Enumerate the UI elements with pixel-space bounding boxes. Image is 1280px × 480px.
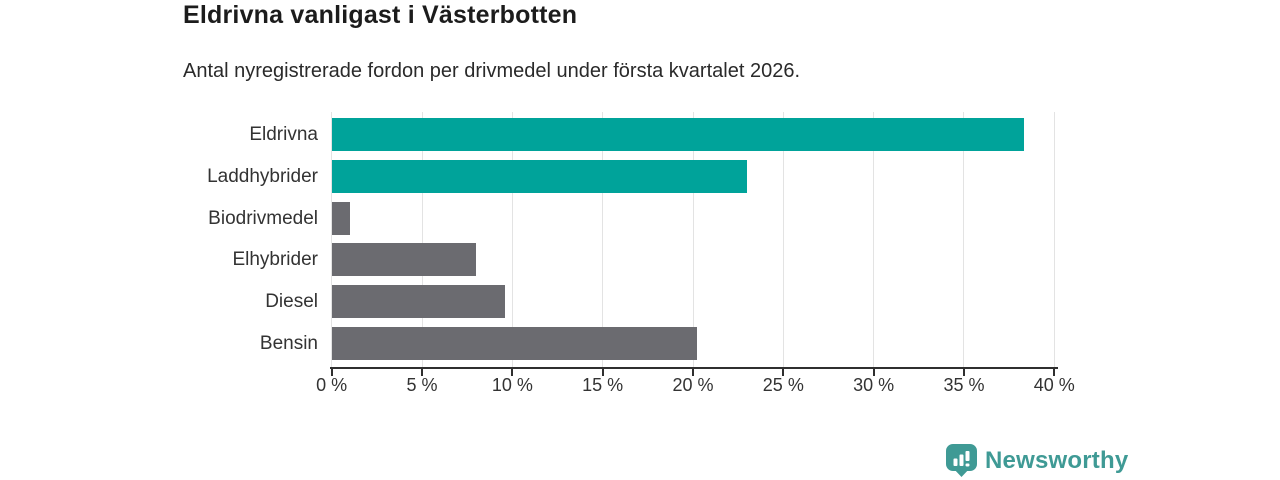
axis-tick-label: 5 % xyxy=(406,375,438,395)
gridline xyxy=(421,112,423,367)
bar-elhybrider xyxy=(331,243,477,277)
bar-laddhybrider xyxy=(331,159,748,193)
category-label: Biodrivmedel xyxy=(208,207,318,229)
axis-tick-label: 30 % xyxy=(853,375,895,395)
newsworthy-logo: Newsworthy xyxy=(946,444,1128,477)
axis-tick xyxy=(962,368,965,376)
bar-eldrivna xyxy=(331,118,1024,152)
axis-tick-label: 10 % xyxy=(491,375,533,395)
axis-tick xyxy=(511,368,514,376)
category-label: Eldrivna xyxy=(249,124,318,146)
bar-chart-pin-icon xyxy=(946,444,977,477)
axis-tick xyxy=(692,368,694,376)
axis-tick-label: 15 % xyxy=(582,375,624,395)
axis-tick xyxy=(421,368,424,376)
gridline xyxy=(782,112,784,367)
category-label: Bensin xyxy=(259,332,318,354)
chart-title: Eldrivna vanligast i Västerbotten xyxy=(183,1,578,29)
axis-tick xyxy=(872,368,875,376)
axis-tick-label: 0 % xyxy=(316,375,348,395)
chart-subtitle: Antal nyregistrerade fordon per drivmede… xyxy=(183,60,801,82)
gridline xyxy=(602,112,604,367)
gridline xyxy=(873,112,875,367)
bar-biodrivmedel xyxy=(331,201,350,235)
bar-diesel xyxy=(331,284,506,318)
axis-tick xyxy=(782,368,785,376)
gridline xyxy=(331,112,333,367)
category-label: Laddhybrider xyxy=(207,165,318,187)
gridline xyxy=(511,112,513,367)
category-label: Diesel xyxy=(265,290,318,312)
axis-tick xyxy=(601,368,604,376)
axis-tick-label: 35 % xyxy=(943,375,985,395)
newsworthy-wordmark: Newsworthy xyxy=(985,446,1129,474)
axis-tick xyxy=(330,368,333,376)
gridline xyxy=(1053,112,1055,367)
axis-tick-label: 20 % xyxy=(672,375,714,395)
bar-bensin xyxy=(331,326,697,360)
gridline xyxy=(963,112,965,367)
x-axis-line xyxy=(330,366,1058,369)
axis-tick-label: 25 % xyxy=(762,375,804,395)
axis-tick xyxy=(1053,368,1056,376)
gridline xyxy=(692,112,694,367)
axis-tick-label: 40 % xyxy=(1033,375,1075,395)
category-label: Elhybrider xyxy=(232,249,318,271)
